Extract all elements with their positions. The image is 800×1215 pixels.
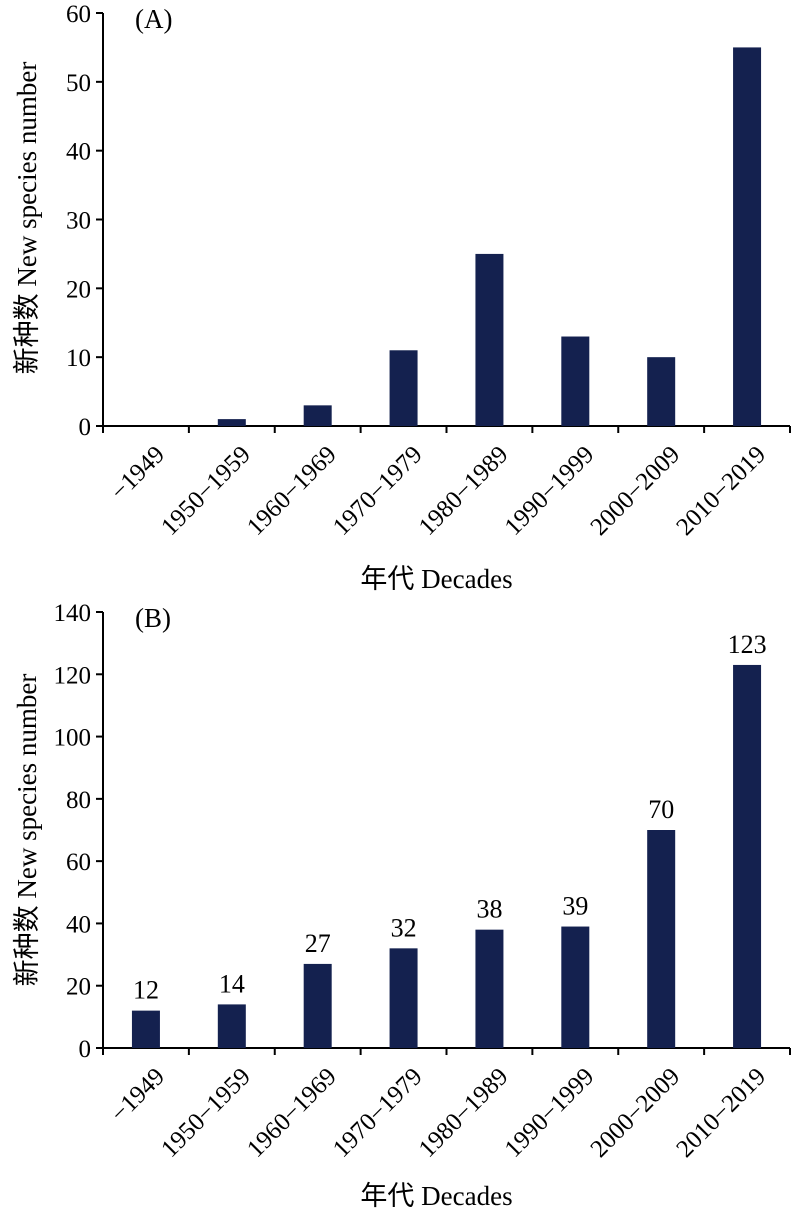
chart-a-y-tick-label: 20	[66, 276, 91, 303]
chart-b-data-label: 123	[728, 630, 767, 659]
chart-a-bar	[303, 405, 332, 426]
chart-b-y-tick-label: 0	[79, 1036, 92, 1063]
chart-b-data-label: 39	[562, 892, 588, 921]
chart-b-panel-label: (B)	[135, 603, 171, 633]
chart-b-x-tick-label: 1980−1989	[414, 1063, 514, 1163]
chart-a-panel-label: (A)	[135, 4, 172, 34]
chart-b-x-tick-label: 1970−1979	[328, 1063, 428, 1163]
chart-b-x-tick-label: 2010−2019	[671, 1063, 771, 1163]
chart-a-x-tick-label: 1980−1989	[414, 441, 514, 541]
chart-b-bar	[131, 1010, 160, 1048]
chart-b-x-tick-label: 1950−1959	[156, 1063, 256, 1163]
chart-b-bar	[561, 926, 590, 1048]
chart-a-x-tick-label: 2010−2019	[671, 441, 771, 541]
chart-panel-b: 0 20 40 60 80 100 120 140 12 −1949 14 1950−1959 27 19…	[12, 600, 791, 1211]
chart-a-y-tick-label: 0	[79, 414, 92, 441]
chart-b-data-label: 14	[219, 969, 245, 998]
chart-b-y-tick-label: 140	[54, 600, 92, 627]
chart-b-y-tick-label: 120	[54, 662, 92, 689]
chart-b-x-tick-label: 1960−1969	[242, 1063, 342, 1163]
chart-b-bar	[733, 664, 762, 1048]
chart-a-y-tick-label: 40	[66, 139, 91, 166]
chart-b-data-label: 70	[648, 795, 674, 824]
chart-a-x-tick-label: 2000−2009	[586, 441, 686, 541]
chart-a-bar	[475, 253, 504, 426]
chart-panel-a: 0 10 20 30 40 50 60 −19491950−19591960−19691970…	[12, 1, 791, 594]
chart-b-data-label: 32	[391, 913, 417, 942]
chart-b-bar	[475, 929, 504, 1048]
chart-b-y-tick-label: 20	[66, 974, 91, 1001]
chart-a-x-axis-title: 年代 Decades	[360, 564, 512, 594]
chart-a-y-tick-label: 60	[66, 1, 91, 28]
chart-a-bar	[647, 357, 676, 426]
chart-a-x-tick-label: −1949	[106, 441, 170, 505]
chart-a-x-tick-label: 1990−1999	[500, 441, 600, 541]
chart-a-y-tick-label: 30	[66, 208, 91, 235]
chart-a-bar	[561, 336, 590, 426]
chart-b-x-tick-label: −1949	[106, 1063, 170, 1127]
chart-b-bar	[647, 830, 676, 1048]
chart-b-data-label: 38	[476, 895, 502, 924]
chart-b-data-label: 12	[133, 976, 159, 1005]
chart-b-bar	[303, 963, 332, 1048]
chart-b-bar	[217, 1004, 246, 1048]
chart-b-y-axis-title: 新种数 New species number	[12, 674, 42, 987]
chart-a-y-tick-label: 50	[66, 70, 91, 97]
chart-b-y-tick-label: 60	[66, 849, 91, 876]
chart-b-y-tick-label: 40	[66, 911, 91, 938]
chart-a-bar	[389, 350, 418, 426]
chart-b-bar	[389, 948, 418, 1048]
chart-b-x-tick-label: 1990−1999	[500, 1063, 600, 1163]
chart-a-bar	[733, 47, 762, 427]
chart-b-data-label: 27	[305, 929, 331, 958]
chart-b-x-axis-title: 年代 Decades	[360, 1181, 512, 1211]
chart-a-x-tick-label: 1970−1979	[328, 441, 428, 541]
chart-a-x-tick-label: 1950−1959	[156, 441, 256, 541]
chart-a-y-tick-label: 10	[66, 345, 91, 372]
chart-b-y-tick-label: 100	[54, 725, 92, 752]
chart-b-x-tick-label: 2000−2009	[586, 1063, 686, 1163]
chart-b-y-tick-label: 80	[66, 787, 91, 814]
chart-a-x-tick-label: 1960−1969	[242, 441, 342, 541]
chart-a-y-axis-title: 新种数 New species number	[12, 62, 42, 375]
chart-a-bar	[217, 419, 246, 426]
